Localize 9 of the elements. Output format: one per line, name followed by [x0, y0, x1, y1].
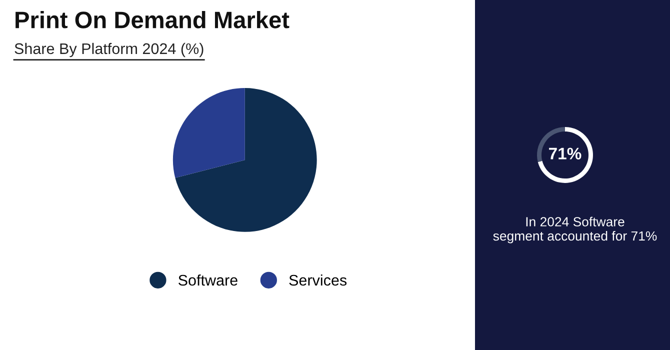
legend-label: Software [178, 274, 238, 286]
pie-slice [172, 88, 245, 178]
text: In 2024 Software segment accounted for 71% [493, 216, 657, 244]
chart-title: Print On Demand Market [16, 10, 290, 28]
legend-label: Services [289, 274, 347, 286]
pie-slice [175, 88, 317, 232]
chart-subtitle: Share By Platform 2024 (%) [14, 42, 204, 58]
donut-slice [538, 127, 593, 183]
text: 71% [549, 148, 582, 160]
